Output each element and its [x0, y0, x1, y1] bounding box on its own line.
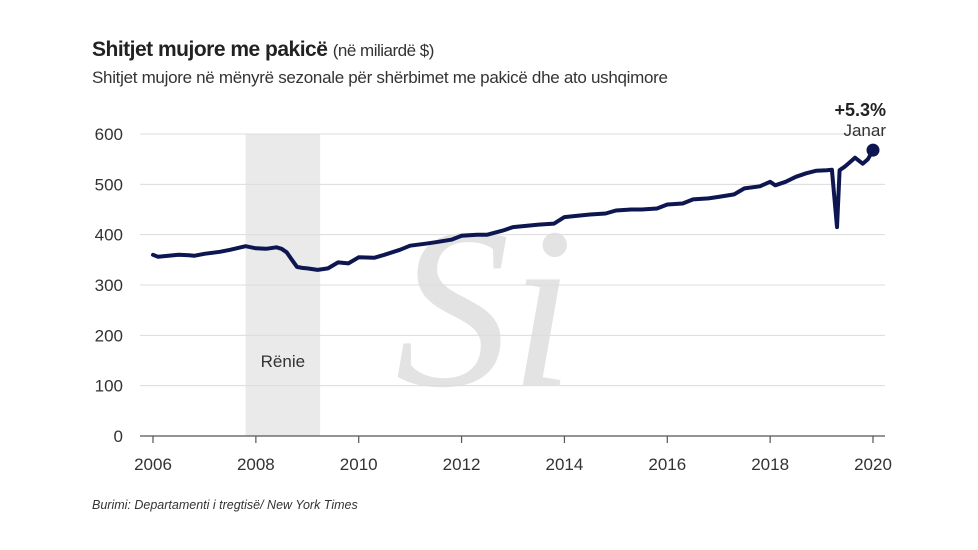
recession-label: Rënie: [261, 352, 305, 371]
y-tick-label: 400: [95, 226, 123, 245]
x-tick-label: 2014: [546, 455, 584, 474]
chart-title-text: Shitjet mujore me pakicë: [92, 38, 328, 61]
x-tick-label: 2018: [751, 455, 789, 474]
source-note: Burimi: Departamenti i tregtisë/ New Yor…: [92, 498, 358, 512]
y-tick-label: 100: [95, 377, 123, 396]
x-tick-label: 2020: [854, 455, 892, 474]
last-point-marker: [866, 143, 880, 157]
y-tick-label: 200: [95, 326, 123, 345]
watermark-logo: Si: [395, 180, 574, 435]
y-tick-label: 500: [95, 175, 123, 194]
series-line: [151, 148, 875, 272]
y-tick-label: 0: [114, 427, 123, 446]
x-tick-label: 2010: [340, 455, 378, 474]
annotation-label: Janar: [843, 121, 886, 140]
x-tick-label: 2006: [134, 455, 172, 474]
x-tick-label: 2012: [443, 455, 481, 474]
y-tick-label: 600: [95, 125, 123, 144]
x-tick-label: 2008: [237, 455, 275, 474]
annotation-value: +5.3%: [834, 100, 886, 120]
chart-unit: (në miliardë $): [332, 41, 435, 60]
x-tick-label: 2016: [648, 455, 686, 474]
chart-subtitle: Shitjet mujore në mënyrë sezonale për sh…: [92, 68, 668, 87]
y-tick-label: 300: [95, 276, 123, 295]
chart-title: Shitjet mujore me pakicë (në miliardë $): [92, 38, 434, 62]
